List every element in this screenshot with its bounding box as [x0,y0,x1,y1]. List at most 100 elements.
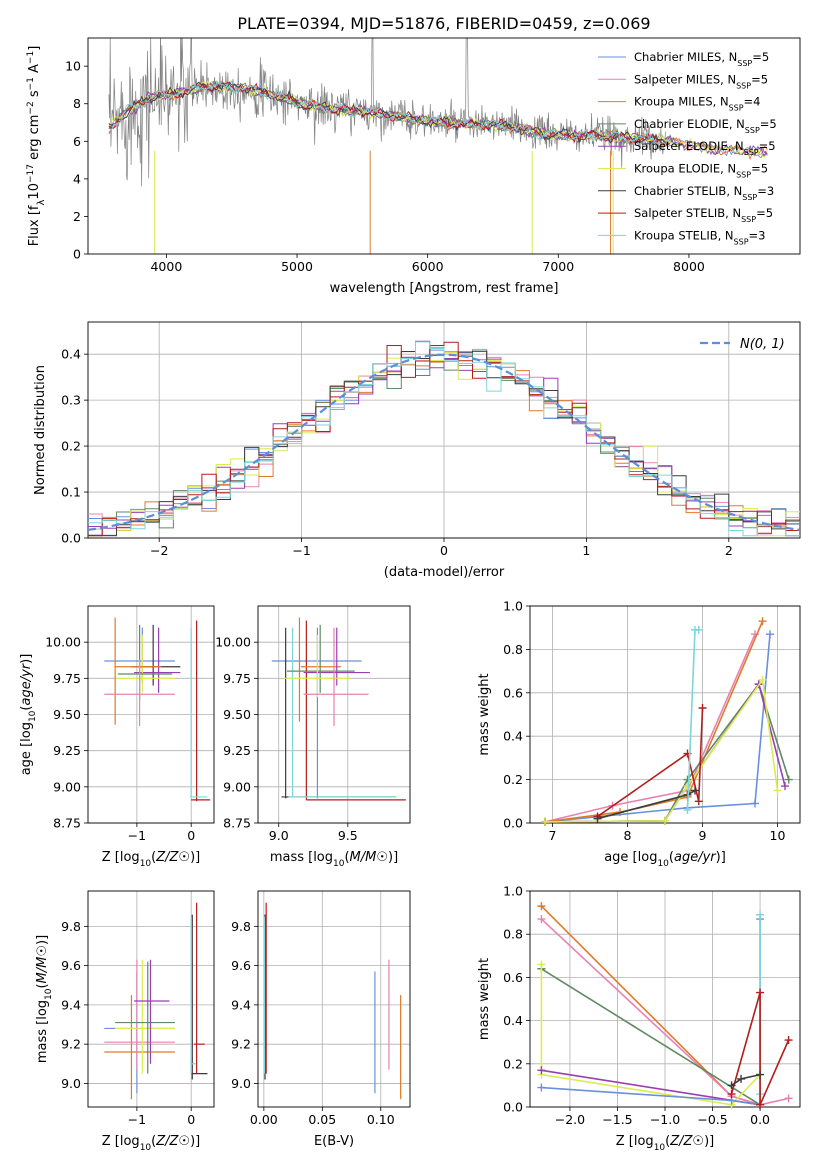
y-axis-label: Normed distribution [33,365,48,495]
y-tick-label: 10 [65,59,81,74]
residuals-panel: −2 −1 0 1 2 0.0 0.1 0.2 0.3 0.4 (data-model)/error… [33,321,801,580]
label-part: ( [151,1134,156,1149]
label-part: E(B-V) [314,1134,354,1149]
x-tick-label: 8 [624,828,632,843]
x-tick-label: 0.05 [308,1112,336,1127]
label-part: −1 [26,51,36,64]
label-part: Z [log [616,1134,654,1149]
label-part: λ [36,199,47,205]
weight-line-ss [730,992,790,1106]
legend-label: Chabrier ELODIE, N [634,117,745,131]
x-tick-label: −1.5 [602,1112,632,1127]
axes-frame [529,890,801,1108]
legend-n: =5 [752,50,769,64]
histograms [88,340,800,537]
x-tick-label: 0.00 [250,1112,278,1127]
weight-marker-ke [661,816,669,825]
legend-n: =5 [756,206,773,220]
y-tick-label: 9.4 [61,997,81,1012]
x-tick-label: 0 [440,543,448,558]
axes-frame [257,890,411,1108]
label-part: mass weight [477,958,492,1040]
weight-marker-cs [737,1074,746,1083]
y-tick-label: 0.0 [503,1100,523,1115]
legend-entry-normal: N(0, 1) [740,337,785,352]
age-vs-mass-panel: 9.0 9.5 8.75 9.00 9.25 9.50 9.75 10.00 mass [log… [215,605,411,869]
weight-marker-cm [537,1083,546,1092]
legend-label: Salpeter ELODIE, N [634,139,744,153]
x-axis-label: Z [log10(Z/Z☉)] [102,850,200,869]
label-part: age/yr [674,850,717,865]
x-tick-label: −1 [292,543,310,558]
weight-line-cm [541,919,761,1106]
weight-marker-ke [537,960,546,969]
label-part: s [27,90,42,101]
legend-n: =5 [760,117,777,131]
y-tick-label: 0 [73,247,81,262]
y-tick-label: 2 [73,209,81,224]
legend-sub: SSP [744,148,759,157]
weight-marker-sm [537,915,546,924]
x-axis-label: age [log10(age/yr)] [604,850,726,869]
error-bars [104,617,211,802]
y-tick-label: 0.4 [503,1013,523,1028]
legend-sub: SSP [736,170,751,179]
x-axis-label: wavelength [Angstrom, rest frame] [330,281,559,296]
x-tick-label: 5000 [281,259,313,274]
label-part: Z/Z☉ [155,1134,190,1149]
legend-sub: SSP [734,237,749,246]
weight-line-ke [544,677,779,823]
label-part: Normed distribution [33,365,48,495]
x-tick-label: 7000 [542,259,574,274]
y-tick-label: 0.1 [61,485,81,500]
label-part: )] [190,850,200,865]
label-part: 10 [657,859,669,869]
x-axis-label: Z [log10(Z/Z☉)] [616,1134,714,1153]
label-part: 10 [44,988,54,1000]
x-axis-label: mass [log10(M/M☉)] [270,850,398,869]
label-part: mass weight [477,673,492,755]
label-part: mass [log [35,1000,50,1063]
x-axis-label: Z [log10(Z/Z☉)] [102,1134,200,1153]
axes-frame [87,605,215,824]
y-tick-label: 10.00 [45,635,81,650]
legend-entry-cs: Chabrier STELIB, NSSP=3 [634,184,774,202]
legend-sub: SSP [737,59,752,68]
label-part: ( [19,706,34,711]
y-tick-label: 0.2 [503,1056,523,1071]
model-spectrum-ss [108,81,669,146]
y-tick-label: 9.50 [223,707,251,722]
legend-sub: SSP [745,125,760,134]
mass-vs-ebv-panel: 0.00 0.05 0.10 9.0 9.2 9.4 9.6 9.8 E(B-V) [231,890,411,1149]
label-part: Flux [f [27,205,42,246]
y-tick-label: 0.0 [503,816,523,831]
legend-label: Chabrier STELIB, N [634,184,742,198]
x-tick-label: 1 [582,543,590,558]
weight-marker-ke [773,786,782,795]
y-tick-label: 0.6 [503,970,523,985]
y-tick-label: 1.0 [503,599,523,614]
label-part: ( [151,850,156,865]
x-tick-label: 9.0 [269,828,289,843]
label-part: 10 [140,859,152,869]
y-tick-label: 9.50 [53,707,81,722]
y-tick-label: 0.2 [503,772,523,787]
axes-frame [257,605,411,824]
label-part: )] [704,1134,714,1149]
normal-reference-curve [88,353,800,531]
y-tick-label: 0.2 [61,439,81,454]
weight-marker-se [781,782,789,791]
legend-sub: SSP [736,81,751,90]
weight-marker-ks [694,625,703,634]
label-part: ] [27,46,42,51]
y-tick-label: 0.8 [503,642,523,657]
weight-marker-ss [727,1090,736,1099]
weight-lines [541,617,793,826]
label-part: −2 [26,101,36,114]
weight-marker-ke [683,782,692,791]
y-tick-label: 0.4 [503,729,523,744]
legend-n: =5 [759,139,776,153]
label-part: Z/Z☉ [155,850,190,865]
weight-lines [537,902,793,1109]
